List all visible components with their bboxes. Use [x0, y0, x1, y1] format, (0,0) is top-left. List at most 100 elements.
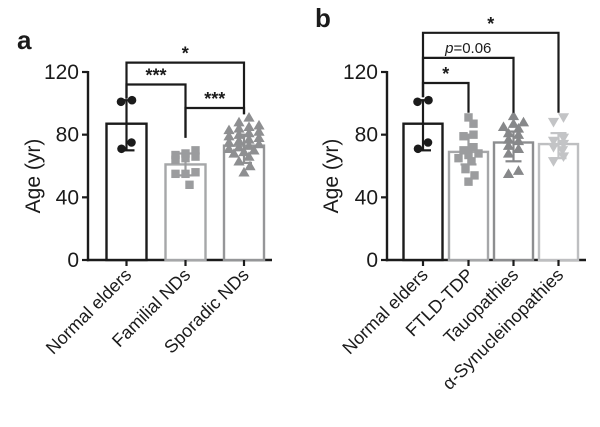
data-point-circle	[413, 97, 422, 107]
y-axis-title: Age (yr)	[320, 139, 343, 214]
data-point-triangle-down	[547, 136, 560, 147]
mean-bar-2	[164, 163, 207, 262]
data-point-triangle-up	[243, 133, 255, 144]
significance-stars: *	[442, 64, 449, 84]
data-point-triangle-up	[512, 135, 525, 146]
data-point-triangle-up	[243, 140, 255, 150]
data-point-square	[459, 146, 468, 155]
panel-label-b: b	[315, 3, 331, 33]
data-point-square	[474, 149, 483, 158]
data-point-circle	[424, 95, 433, 105]
data-point-triangle-up	[233, 123, 245, 133]
data-point-triangle-up	[502, 168, 515, 179]
data-point-square	[191, 168, 200, 177]
data-point-square	[464, 150, 473, 160]
y-tick-label: 80	[56, 124, 79, 147]
significance-stars: *	[487, 14, 494, 34]
data-point-square	[469, 143, 478, 152]
data-point-triangle-up	[233, 141, 245, 152]
data-point-triangle-up	[233, 116, 245, 127]
data-point-triangle-up	[223, 143, 235, 153]
data-point-triangle-up	[228, 148, 240, 158]
data-point-square	[464, 177, 473, 186]
data-point-triangle-down	[557, 152, 570, 162]
data-point-square	[454, 153, 463, 163]
panel-label-a: a	[17, 25, 32, 55]
data-point-triangle-up	[223, 130, 235, 141]
data-point-triangle-up	[253, 119, 265, 130]
data-point-circle	[413, 144, 423, 154]
significance-p-value: p=0.06	[444, 40, 491, 57]
data-point-triangle-up	[507, 110, 520, 121]
data-point-triangle-down	[547, 143, 560, 153]
data-point-circle	[117, 144, 126, 154]
data-point-square	[461, 164, 470, 174]
mean-bar-4	[537, 142, 580, 262]
data-point-circle	[127, 95, 137, 105]
data-point-triangle-down	[557, 133, 570, 144]
y-tick-label: 80	[355, 124, 378, 147]
data-point-circle	[127, 138, 136, 147]
data-point-square	[469, 130, 478, 139]
data-point-triangle-up	[253, 126, 265, 136]
significance-stars: ***	[204, 89, 225, 109]
data-point-square	[181, 169, 190, 179]
data-point-triangle-up	[507, 118, 520, 128]
y-tick-label: 120	[44, 61, 79, 84]
data-point-triangle-down	[557, 139, 570, 150]
data-point-triangle-up	[253, 138, 265, 149]
y-tick-label: 0	[67, 249, 79, 272]
data-point-triangle-up	[243, 112, 255, 122]
data-point-triangle-up	[233, 135, 245, 146]
data-point-square	[171, 155, 180, 164]
significance-bracket	[421, 56, 515, 113]
significance-bracket	[125, 61, 246, 115]
data-point-triangle-down	[547, 157, 560, 167]
y-tick-label: 40	[56, 186, 79, 209]
data-point-circle	[116, 97, 126, 107]
data-point-triangle-up	[512, 123, 525, 133]
data-point-square	[191, 146, 200, 155]
data-point-triangle-up	[512, 129, 525, 139]
significance-stars: ***	[145, 66, 166, 86]
data-point-triangle-up	[253, 132, 265, 142]
data-point-square	[171, 150, 180, 160]
data-point-square	[467, 157, 476, 166]
data-point-triangle-up	[238, 166, 250, 177]
y-tick-label: 40	[355, 186, 378, 209]
data-point-triangle-up	[223, 137, 235, 147]
data-point-square	[469, 119, 478, 128]
data-point-square	[464, 113, 473, 122]
data-point-triangle-up	[248, 144, 260, 155]
data-point-triangle-up	[233, 155, 245, 166]
data-point-triangle-up	[502, 127, 515, 138]
data-point-triangle-up	[243, 127, 255, 138]
data-point-square	[181, 149, 190, 158]
significance-bracket	[184, 106, 246, 138]
data-point-square	[185, 180, 194, 189]
y-tick-label: 0	[366, 249, 378, 272]
data-point-triangle-up	[233, 129, 245, 139]
data-point-circle	[423, 138, 433, 147]
data-point-triangle-up	[502, 133, 515, 144]
data-point-square	[171, 169, 180, 179]
data-point-triangle-up	[517, 116, 530, 127]
data-point-square	[470, 171, 479, 180]
data-point-square	[181, 153, 190, 163]
significance-stars: *	[182, 44, 189, 64]
y-axis-title: Age (yr)	[22, 139, 45, 214]
data-point-triangle-up	[502, 148, 515, 158]
data-point-triangle-up	[244, 160, 256, 171]
data-point-triangle-up	[512, 165, 525, 175]
data-point-square	[459, 132, 468, 141]
data-point-triangle-up	[512, 143, 525, 153]
data-point-triangle-down	[556, 146, 569, 156]
data-point-triangle-up	[243, 121, 255, 132]
data-point-triangle-up	[502, 140, 515, 150]
y-tick-label: 120	[343, 61, 378, 84]
data-point-triangle-down	[547, 117, 560, 128]
data-point-square	[191, 152, 200, 161]
